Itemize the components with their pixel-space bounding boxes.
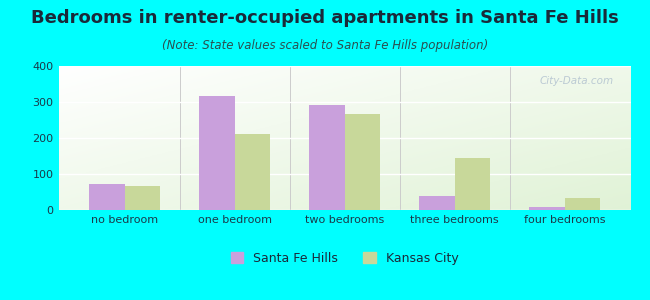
Legend: Santa Fe Hills, Kansas City: Santa Fe Hills, Kansas City: [226, 247, 463, 270]
Bar: [309, 104, 344, 210]
Bar: [454, 158, 489, 210]
Bar: [564, 199, 600, 210]
Bar: [344, 114, 380, 210]
Bar: [200, 95, 235, 210]
Bar: [125, 185, 160, 210]
Bar: [529, 207, 564, 210]
Text: Bedrooms in renter-occupied apartments in Santa Fe Hills: Bedrooms in renter-occupied apartments i…: [31, 9, 619, 27]
Text: City-Data.com: City-Data.com: [540, 76, 614, 86]
Text: (Note: State values scaled to Santa Fe Hills population): (Note: State values scaled to Santa Fe H…: [162, 39, 488, 52]
Bar: [419, 196, 454, 210]
Bar: [89, 184, 125, 210]
Bar: [235, 134, 270, 210]
